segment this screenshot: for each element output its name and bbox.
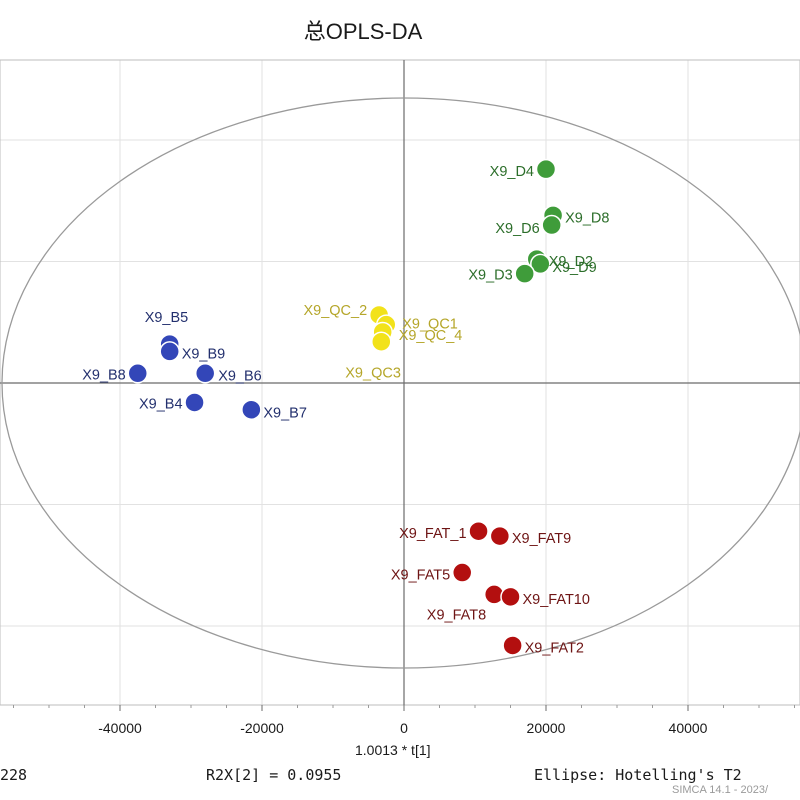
x-tick-label: 40000 [669,720,708,736]
simca-watermark: SIMCA 14.1 - 2023/ [672,784,768,796]
x-tick-label: -20000 [240,720,284,736]
point-x9-b7 [241,399,262,420]
point-x9-d3 [514,263,535,284]
label-x9-b9: X9_B9 [182,346,226,362]
label-x9-fat8: X9_FAT8 [427,607,486,623]
point-x9-b6 [194,363,216,384]
label-x9-qc3: X9_QC3 [345,366,401,382]
label-x9-d9: X9_D9 [552,260,596,276]
label-x9-d2: X9_D2 [549,254,593,270]
point-x9-fat9 [489,525,511,547]
label-x9-fat2: X9_FAT2 [525,640,584,656]
label-x9-fat-1: X9_FAT_1 [399,526,466,542]
point-x9-fat5 [451,562,473,583]
x-tick-label: 20000 [527,720,566,736]
label-x9-d4: X9_D4 [490,164,534,180]
label-x9-qc-2: X9_QC_2 [303,303,367,319]
data-points [127,158,564,656]
point-x9-b9 [159,341,180,362]
point-x9-b4 [184,392,205,413]
label-x9-b4: X9_B4 [139,396,183,412]
label-x9-b8: X9_B8 [82,367,126,383]
label-x9-d6: X9_D6 [495,221,539,237]
x-axis-label: 1.0013 * t[1] [355,742,431,758]
label-x9-b6: X9_B6 [218,368,262,384]
label-x9-fat9: X9_FAT9 [512,531,571,547]
label-x9-qc-4: X9_QC_4 [399,328,463,344]
chart-title: 总OPLS-DA [303,19,423,44]
label-x9-fat10: X9_FAT10 [523,592,590,608]
axes [0,59,800,706]
label-x9-b7: X9_B7 [263,406,307,422]
x-tick-label: 0 [400,720,408,736]
point-x9-d4 [535,158,557,180]
label-x9-fat5: X9_FAT5 [391,568,450,584]
x-tick-label: -40000 [98,720,142,736]
plot-frame [0,59,800,706]
point-x9-fat-1 [468,520,489,542]
point-x9-fat10 [500,586,521,608]
x-ticks: -40000 -20000 0 20000 40000 [13,705,795,736]
data-labels: X9_B5 X9_B9 X9_B6 X9_B8 X9_B4 X9_B7 X9_QC_2 X9_… [82,164,609,656]
footer-r2x1-value: 228 [0,766,28,784]
point-x9-fat2 [502,635,523,656]
hotelling-ellipse-layer [1,97,800,669]
point-x9-d9 [530,253,551,275]
label-x9-qc1: X9_QC1 [402,317,458,333]
point-x9-b8 [127,363,148,384]
point-x9-qc3 [371,331,392,352]
label-x9-b5: X9_B5 [145,310,189,326]
label-x9-d3: X9_D3 [468,268,512,284]
label-x9-d8: X9_D8 [565,210,609,226]
footer-ellipse: Ellipse: Hotelling's T2 [534,766,742,784]
point-x9-d6 [541,214,562,236]
footer-r2x2: R2X[2] = 0.0955 [206,766,342,784]
hotelling-ellipse [1,97,800,669]
